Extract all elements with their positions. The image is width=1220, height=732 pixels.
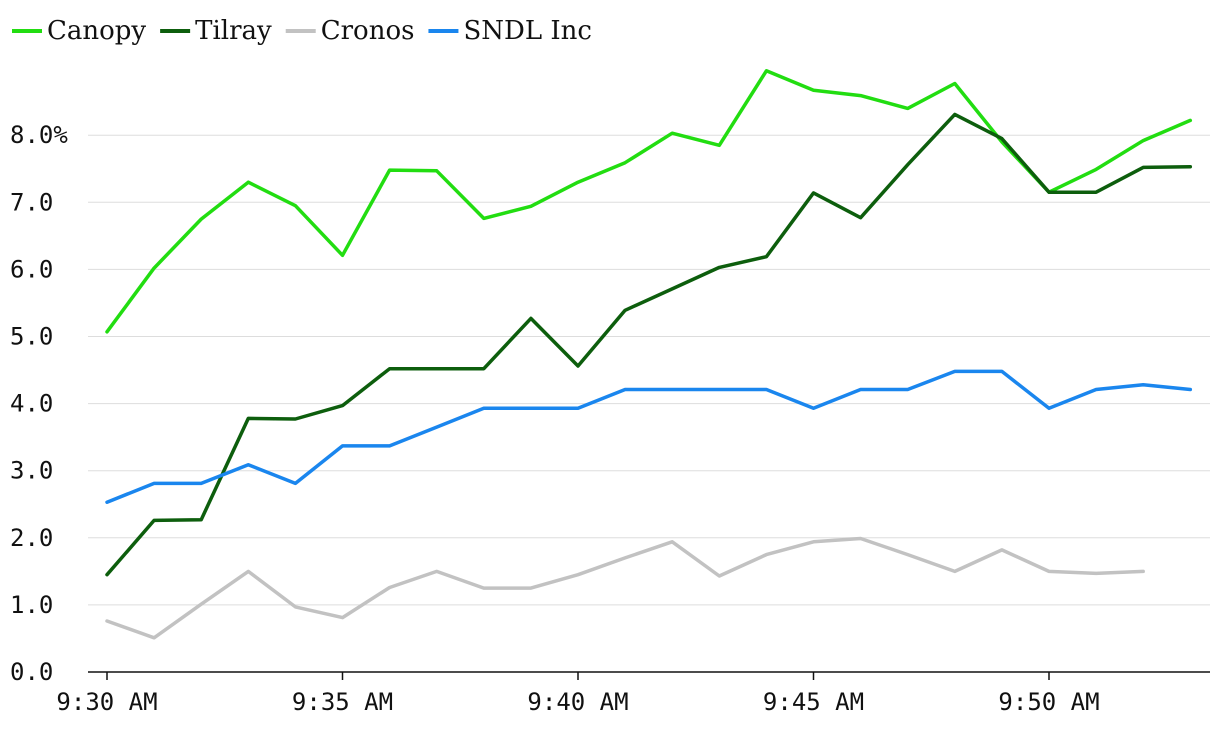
legend-item-cronos: Cronos xyxy=(285,16,415,46)
y-tick-label: 1.0 xyxy=(10,591,53,619)
series-line-canopy xyxy=(105,69,1193,334)
y-tick-label: 6.0 xyxy=(10,255,53,283)
legend-item-sndl-inc: SNDL Inc xyxy=(428,16,592,46)
x-tick-label: 9:35 AM xyxy=(292,688,393,716)
series-line-cronos xyxy=(105,536,1145,640)
x-tick-label: 9:50 AM xyxy=(998,688,1099,716)
grid-lines xyxy=(88,134,1210,606)
legend-label: SNDL Inc xyxy=(463,16,592,46)
y-tick-label: 7.0 xyxy=(10,188,53,216)
x-axis-ticks: 9:30 AM 9:35 AM 9:40 AM 9:45 AM 9:50 AM xyxy=(56,672,1100,716)
x-tick-label: 9:40 AM xyxy=(527,688,628,716)
legend-label: Tilray xyxy=(195,16,272,46)
y-tick-label: 0.0 xyxy=(10,658,53,686)
legend-item-canopy: Canopy xyxy=(12,16,146,46)
y-axis-ticks: 0.0 1.0 2.0 3.0 4.0 5.0 6.0 7.0 8.0% xyxy=(10,121,68,686)
y-tick-label: 8.0% xyxy=(10,121,68,149)
legend-item-tilray: Tilray xyxy=(160,16,272,46)
series-line-tilray xyxy=(105,112,1193,577)
legend-label: Cronos xyxy=(321,16,415,46)
y-tick-label: 3.0 xyxy=(10,457,53,485)
series-line-sndl-inc xyxy=(105,369,1193,504)
y-tick-label: 2.0 xyxy=(10,524,53,552)
legend: Canopy Tilray Cronos SNDL Inc xyxy=(12,16,592,46)
legend-label: Canopy xyxy=(47,16,146,46)
y-tick-label: 4.0 xyxy=(10,390,53,418)
x-tick-label: 9:45 AM xyxy=(763,688,864,716)
x-tick-label: 9:30 AM xyxy=(56,688,157,716)
series-lines xyxy=(105,69,1193,640)
y-tick-label: 5.0 xyxy=(10,323,53,351)
